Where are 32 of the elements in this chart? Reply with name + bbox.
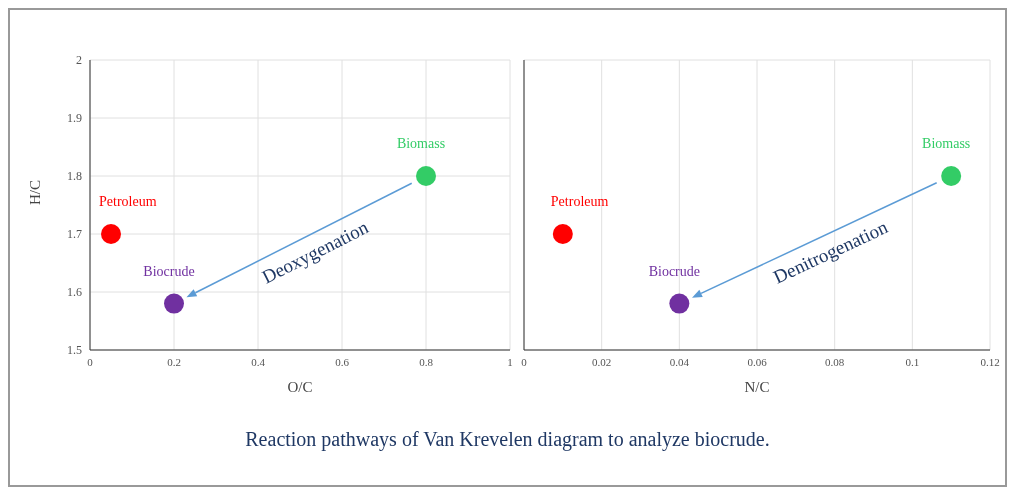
- text: Reaction pathways of Van Krevelen diagram to analyze biocrude.: [244, 428, 771, 451]
- y-tick-label: 1.6: [67, 285, 82, 300]
- y-tick-label: 2: [76, 53, 82, 68]
- x-tick-label: 0.02: [592, 355, 612, 368]
- series-label: Biomass: [922, 136, 971, 151]
- x-tick-label: 0.04: [669, 355, 690, 368]
- series-label: Biocrude: [648, 263, 700, 279]
- x-tick-label: 0.1: [905, 355, 920, 368]
- x-axis-title: O/C: [287, 379, 313, 395]
- point: [164, 293, 184, 314]
- y-tick-label: 1.7: [67, 227, 82, 242]
- y-tick-label: 1.9: [67, 111, 82, 126]
- y-tick-label: 1.8: [67, 169, 82, 184]
- y-tick-label: 1.5: [67, 343, 82, 358]
- series-label: Petroleum: [550, 194, 609, 209]
- x-tick-label: 0.4: [251, 355, 266, 368]
- x-tick-label: 1: [507, 355, 513, 368]
- x-tick-label: 0.2: [167, 355, 181, 368]
- series-label: Biomass: [396, 136, 446, 151]
- y-axis-title: H/C: [27, 179, 44, 205]
- series-label: Petroleum: [99, 194, 157, 209]
- series-label: Biocrude: [143, 263, 195, 279]
- x-tick-label: 0: [87, 355, 94, 368]
- x-tick-label: 0.08: [825, 355, 845, 368]
- x-axis-title: N/C: [744, 379, 770, 395]
- x-tick-label: 0: [521, 355, 528, 368]
- x-tick-label: 0.8: [419, 355, 434, 368]
- x-tick-label: 0.06: [747, 355, 768, 368]
- point: [416, 166, 436, 186]
- x-tick-label: 0.6: [335, 355, 350, 368]
- point: [101, 224, 121, 244]
- x-tick-label: 0.12: [980, 355, 1000, 368]
